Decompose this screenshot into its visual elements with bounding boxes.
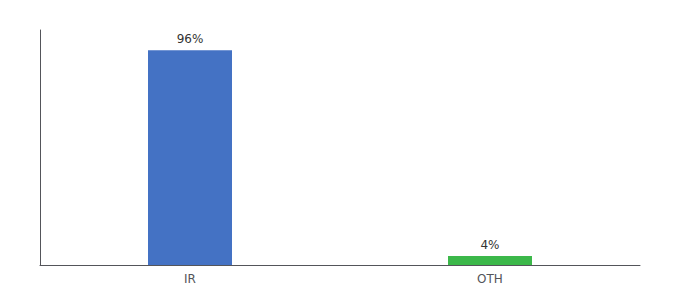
svg-text:4%: 4% [480,238,499,252]
svg-text:96%: 96% [177,32,204,46]
svg-text:IR: IR [184,272,196,286]
svg-text:OTH: OTH [477,272,503,286]
